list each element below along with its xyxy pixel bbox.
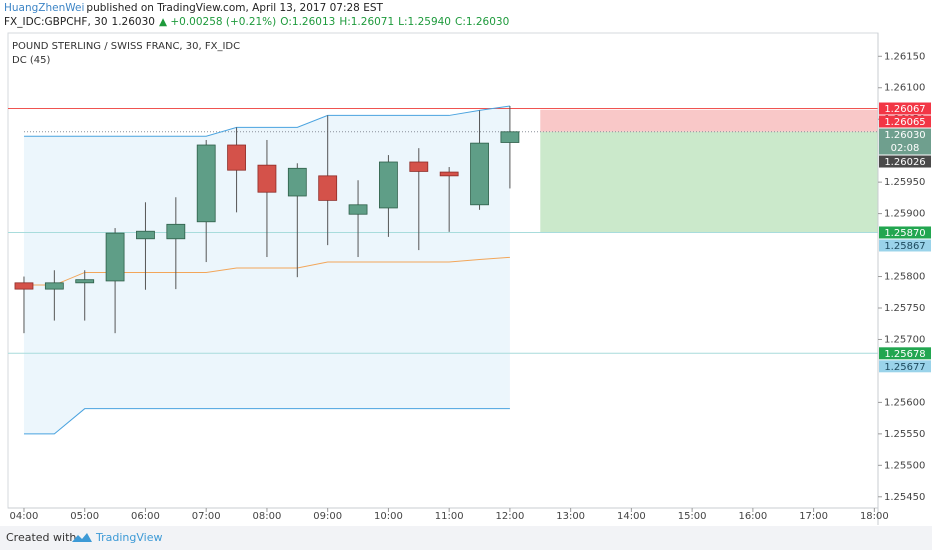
countdown-label: 02:08 [891, 143, 920, 154]
x-tick-label: 09:00 [313, 511, 342, 522]
ohlc: O:1.26013 [280, 16, 336, 28]
indicator-lower [23, 408, 510, 435]
candle-body [470, 142, 489, 206]
y-tick-label: 1.25600 [884, 397, 925, 408]
y-tick-label: 1.25500 [884, 460, 925, 471]
footer: Created with TradingView [0, 526, 932, 550]
y-tick-label: 1.25750 [884, 303, 925, 314]
price-badge [879, 360, 931, 373]
header-line: HuangZhenWei published on TradingView.com… [4, 1, 513, 15]
candle-body [287, 167, 307, 197]
ohlc: H:1.26071 [339, 16, 395, 28]
candle-body [500, 131, 520, 143]
price-badge-label: 1.25867 [884, 241, 925, 252]
candle-body [409, 161, 429, 172]
price-badge [879, 102, 931, 115]
x-tick-label: 11:00 [435, 511, 464, 522]
price-badge-label: 1.26065 [884, 117, 925, 128]
price-badge-label: 1.25678 [884, 349, 925, 360]
indicator-basis [23, 256, 510, 286]
indicator-label: DC (45) [12, 55, 50, 66]
x-tick-label: 10:00 [374, 511, 403, 522]
x-tick-label: 13:00 [556, 511, 585, 522]
price-badge-label: 1.26026 [884, 157, 925, 168]
y-tick-label: 1.25700 [884, 334, 925, 345]
candle-body [14, 282, 34, 290]
x-tick-label: 16:00 [738, 511, 767, 522]
loss-zone [540, 109, 878, 132]
chart-title: POUND STERLING / SWISS FRANC, 30, FX_IDC [12, 41, 240, 52]
ohlc: L:1.25940 [398, 16, 451, 28]
published: published on TradingView.com, April 13, … [86, 2, 383, 14]
price-badge [879, 239, 931, 252]
candle-body [44, 282, 64, 290]
footer-brand[interactable]: TradingView [96, 531, 163, 544]
candle-body [196, 144, 216, 223]
x-tick-label: 17:00 [799, 511, 828, 522]
price-badge [879, 115, 931, 128]
x-tick-label: 07:00 [192, 511, 221, 522]
indicator-upper [23, 105, 510, 137]
x-tick-label: 12:00 [495, 511, 524, 522]
symbol: FX_IDC:GBPCHF, 30 [4, 16, 108, 28]
header-line: FX_IDC:GBPCHF, 30 1.26030 ▲ +0.00258 (+0.2… [4, 15, 513, 29]
candle-body [348, 204, 368, 215]
y-tick-label: 1.26100 [884, 83, 925, 94]
ohlc: C:1.26030 [454, 16, 510, 28]
y-tick-label: 1.26150 [884, 51, 925, 62]
price-badge [879, 347, 931, 360]
price-badge-label: 1.25677 [884, 362, 925, 373]
price-badge-label: 1.26067 [884, 104, 925, 115]
change: ▲ +0.00258 (+0.21%) [158, 16, 277, 28]
y-tick-label: 1.25550 [884, 429, 925, 440]
price-badge [879, 226, 931, 239]
price-badge [879, 128, 931, 155]
y-tick-label: 1.25950 [884, 177, 925, 188]
candle-body [136, 230, 155, 240]
x-tick-label: 04:00 [10, 511, 39, 522]
candle-body [75, 279, 95, 284]
y-tick-label: 1.25800 [884, 272, 925, 283]
candle-body [318, 175, 338, 201]
candle-body [439, 171, 459, 177]
y-tick-label: 1.25450 [884, 492, 925, 503]
price-badge-label: 1.26030 [884, 130, 925, 141]
price: 1.26030 [111, 16, 155, 28]
header: HuangZhenWei published on TradingView.com… [4, 1, 513, 29]
x-tick-label: 15:00 [678, 511, 707, 522]
logo [72, 533, 92, 542]
x-tick-label: 14:00 [617, 511, 646, 522]
author[interactable]: HuangZhenWei [4, 2, 85, 14]
x-tick-label: 05:00 [70, 511, 99, 522]
price-badge [879, 155, 931, 168]
footer-text: Created with [6, 531, 77, 544]
x-tick-label: 06:00 [131, 511, 160, 522]
candle-body [227, 144, 246, 171]
candle-body [257, 164, 277, 193]
price-badge-label: 1.25870 [884, 228, 925, 239]
candle-body [379, 161, 398, 209]
y-tick-label: 1.25900 [884, 209, 925, 220]
profit-zone [540, 131, 878, 233]
x-tick-label: 18:00 [860, 511, 889, 522]
x-tick-label: 08:00 [253, 511, 282, 522]
candle-body [166, 223, 186, 240]
candle-body [105, 232, 125, 282]
